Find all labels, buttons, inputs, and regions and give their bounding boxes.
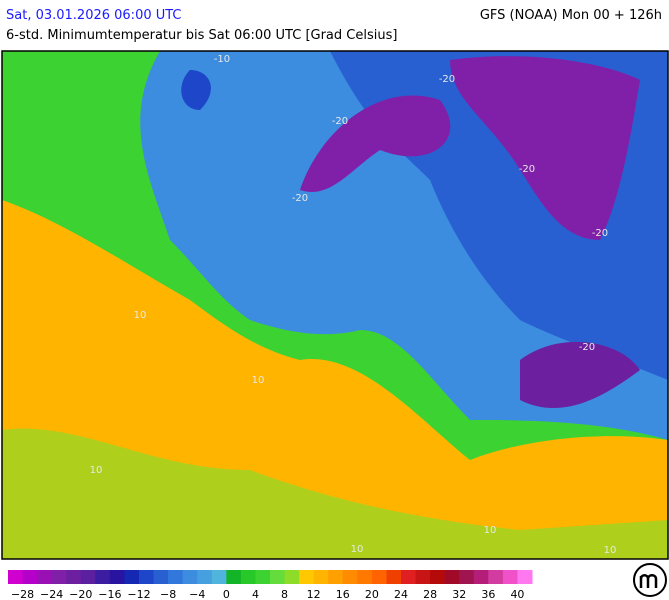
colorbar-label: −20 <box>69 588 92 600</box>
contour-label: -20 <box>579 342 595 353</box>
temperature-field <box>2 51 668 559</box>
colorbar-label: 28 <box>423 588 437 600</box>
colorbar-label: −4 <box>189 588 205 600</box>
colorbar-swatch <box>371 570 387 584</box>
colorbar-label: 8 <box>281 588 288 600</box>
contour-label: -20 <box>519 164 535 175</box>
colorbar-swatch <box>342 570 358 584</box>
colorbar-label: 24 <box>394 588 408 600</box>
colorbar-swatch <box>284 570 300 584</box>
colorbar-label: −28 <box>11 588 34 600</box>
colorbar-swatch <box>139 570 155 584</box>
colorbar-label: 0 <box>223 588 230 600</box>
colorbar-swatch <box>22 570 38 584</box>
colorbar-swatch <box>211 570 227 584</box>
contour-label: -20 <box>292 193 308 204</box>
contour-label: -20 <box>439 74 455 85</box>
logo <box>633 563 667 597</box>
colorbar-swatch <box>153 570 169 584</box>
contour-label: -20 <box>332 116 348 127</box>
colorbar-swatch <box>357 570 373 584</box>
colorbar-swatch <box>502 570 518 584</box>
map-frame <box>1 50 669 560</box>
colorbar-label: −8 <box>160 588 176 600</box>
colorbar-swatch <box>313 570 329 584</box>
colorbar-label: −16 <box>98 588 121 600</box>
colorbar-swatch <box>124 570 140 584</box>
colorbar-swatch <box>168 570 184 584</box>
colorbar-swatch <box>328 570 344 584</box>
contour-label: -20 <box>592 228 608 239</box>
colorbar-swatch <box>444 570 460 584</box>
model-label: GFS (NOAA) Mon 00 + 126h <box>480 8 662 23</box>
colorbar-label: 40 <box>510 588 524 600</box>
colorbar-swatch <box>415 570 431 584</box>
colorbar-swatch <box>80 570 96 584</box>
contour-labels: -10 -20 -20 -20 -20 -20 -20 10 10 10 10 10 10 <box>90 54 617 556</box>
colorbar-label: −12 <box>127 588 150 600</box>
colorbar-swatch <box>270 570 286 584</box>
contour-label: 10 <box>134 310 147 321</box>
subtitle: 6-std. Minimumtemperatur bis Sat 06:00 U… <box>6 28 397 43</box>
colorbar-swatch <box>240 570 256 584</box>
colorbar-swatch <box>430 570 446 584</box>
colorbar-label: 32 <box>452 588 466 600</box>
colorbar-swatch <box>37 570 53 584</box>
colorbar-label: −24 <box>40 588 63 600</box>
contour-label: 10 <box>484 525 497 536</box>
contour-label: 10 <box>252 375 265 386</box>
contour-label: 10 <box>351 544 364 555</box>
colorbar-label: 12 <box>307 588 321 600</box>
colorbar-swatch <box>386 570 402 584</box>
colorbar-swatch <box>197 570 213 584</box>
date-label: Sat, 03.01.2026 06:00 UTC <box>6 8 182 23</box>
contour-label: 10 <box>90 465 103 476</box>
colorbar-swatch <box>8 570 24 584</box>
colorbar-swatch <box>226 570 242 584</box>
colorbar-label: 16 <box>336 588 350 600</box>
colorbar-swatch <box>182 570 198 584</box>
colorbar-label: 20 <box>365 588 379 600</box>
colorbar-swatch <box>109 570 125 584</box>
colorbar-swatch <box>51 570 67 584</box>
contour-label: -10 <box>214 54 230 65</box>
colorbar-swatch <box>255 570 271 584</box>
colorbar-swatch <box>401 570 417 584</box>
colorbar-swatch <box>517 570 533 584</box>
colorbar-label: 4 <box>252 588 259 600</box>
colorbar-swatch <box>459 570 475 584</box>
colorbar: −28 −24 −20 −16 −12 −8 −4 0 4 8 12 16 20 24 28 32 36 40 <box>8 570 533 600</box>
colorbar-swatch <box>488 570 504 584</box>
colorbar-swatch <box>66 570 82 584</box>
colorbar-label: 36 <box>481 588 495 600</box>
colorbar-swatch <box>473 570 489 584</box>
colorbar-swatch <box>299 570 315 584</box>
colorbar-swatch <box>95 570 111 584</box>
contour-label: 10 <box>604 545 617 556</box>
